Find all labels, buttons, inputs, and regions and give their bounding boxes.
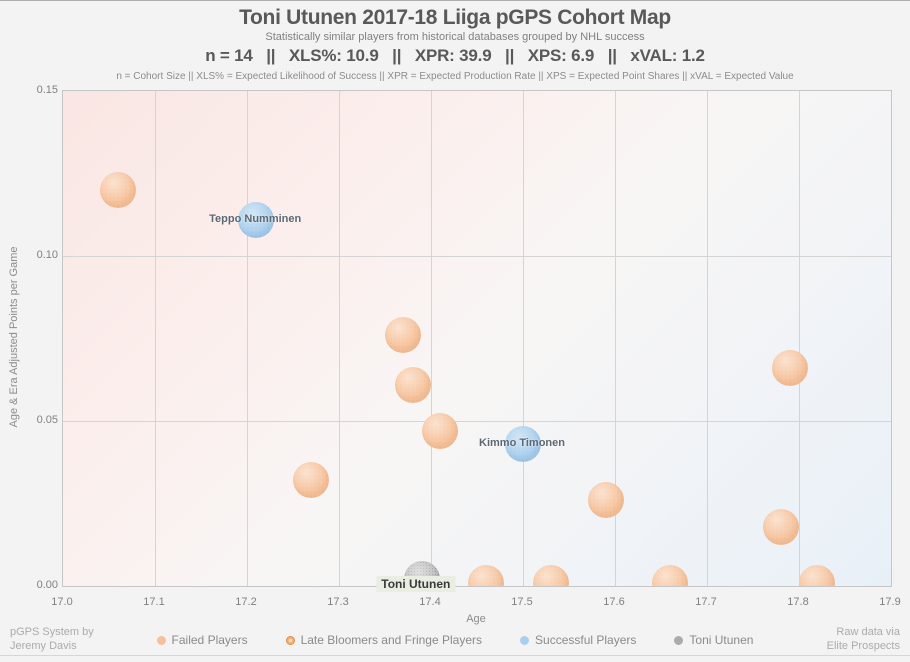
x-axis-tick-label: 17.9 bbox=[879, 596, 901, 608]
vertical-gridline bbox=[155, 91, 156, 586]
toni-utunen-swatch-icon bbox=[674, 635, 684, 645]
legend-item-late-bloomers[interactable]: Late Bloomers and Fringe Players bbox=[285, 633, 483, 647]
x-axis-tick-label: 17.4 bbox=[419, 596, 441, 608]
x-axis-title: Age bbox=[466, 613, 486, 625]
top-border-line bbox=[0, 0, 910, 1]
data-point-bubble-success[interactable] bbox=[238, 201, 275, 238]
summary-stats-line: n = 14 || XLS%: 10.9 || XPR: 39.9 || XPS… bbox=[205, 46, 705, 65]
credit-left-line2: Jeremy Davis bbox=[10, 640, 77, 652]
vertical-gridline bbox=[339, 91, 340, 586]
chart-title: Toni Utunen 2017-18 Liiga pGPS Cohort Ma… bbox=[239, 6, 671, 29]
legend-label-toni-utunen: Toni Utunen bbox=[689, 633, 754, 647]
successful-players-swatch-icon bbox=[520, 635, 530, 645]
vertical-gridline bbox=[431, 91, 432, 586]
stat-definitions-line: n = Cohort Size || XLS% = Expected Likel… bbox=[116, 71, 794, 82]
y-axis-tick-label: 0.05 bbox=[36, 414, 58, 426]
failed-players-swatch-icon bbox=[156, 635, 166, 645]
legend: Failed Players Late Bloomers and Fringe … bbox=[0, 633, 910, 647]
data-point-bubble-failed[interactable] bbox=[532, 564, 569, 586]
x-axis-tick-label: 17.5 bbox=[511, 596, 533, 608]
x-axis-tick-label: 17.8 bbox=[787, 596, 809, 608]
vertical-gridline bbox=[247, 91, 248, 586]
legend-label-successful-players: Successful Players bbox=[535, 633, 637, 647]
credit-right-line2: Elite Prospects bbox=[826, 640, 900, 652]
data-point-bubble-failed[interactable] bbox=[799, 564, 836, 586]
x-axis-tick-label: 17.0 bbox=[51, 596, 73, 608]
data-point-bubble-failed[interactable] bbox=[385, 317, 422, 354]
x-axis-tick-label: 17.2 bbox=[235, 596, 257, 608]
bottom-separator-line bbox=[0, 655, 910, 656]
vertical-gridline bbox=[799, 91, 800, 586]
data-point-bubble-failed[interactable] bbox=[762, 508, 799, 545]
horizontal-gridline bbox=[63, 256, 891, 257]
x-axis-tick-label: 17.6 bbox=[603, 596, 625, 608]
plot-area bbox=[62, 90, 892, 587]
data-point-bubble-failed[interactable] bbox=[422, 412, 459, 449]
data-point-bubble-failed[interactable] bbox=[468, 564, 505, 586]
data-point-bubble-failed[interactable] bbox=[587, 482, 624, 519]
credit-pgps-system: pGPS System by Jeremy Davis bbox=[10, 625, 94, 653]
horizontal-gridline bbox=[63, 421, 891, 422]
data-point-bubble-toni[interactable] bbox=[403, 561, 440, 586]
x-axis-tick-label: 17.1 bbox=[143, 596, 165, 608]
y-axis-title: Age & Era Adjusted Points per Game bbox=[8, 246, 20, 428]
legend-item-toni-utunen[interactable]: Toni Utunen bbox=[674, 633, 753, 647]
legend-label-late-bloomers: Late Bloomers and Fringe Players bbox=[300, 633, 483, 647]
x-axis-tick-label: 17.3 bbox=[327, 596, 349, 608]
credit-left-line1: pGPS System by bbox=[10, 626, 94, 638]
legend-item-failed-players[interactable]: Failed Players bbox=[156, 633, 248, 647]
y-axis-tick-label: 0.10 bbox=[36, 249, 58, 261]
data-point-bubble-failed[interactable] bbox=[293, 462, 330, 499]
credit-elite-prospects: Raw data via Elite Prospects bbox=[827, 625, 900, 653]
data-point-bubble-failed[interactable] bbox=[394, 366, 431, 403]
vertical-gridline bbox=[707, 91, 708, 586]
y-axis-tick-label: 0.00 bbox=[36, 579, 58, 591]
data-point-bubble-failed[interactable] bbox=[652, 564, 689, 586]
legend-item-successful-players[interactable]: Successful Players bbox=[520, 633, 636, 647]
legend-label-failed-players: Failed Players bbox=[171, 633, 248, 647]
late-bloomers-swatch-icon bbox=[285, 635, 295, 645]
vertical-gridline bbox=[615, 91, 616, 586]
y-axis-tick-label: 0.15 bbox=[36, 84, 58, 96]
chart-subtitle: Statistically similar players from histo… bbox=[265, 31, 645, 43]
data-point-bubble-success[interactable] bbox=[505, 426, 541, 463]
vertical-gridline bbox=[523, 91, 524, 586]
x-axis-tick-label: 17.7 bbox=[695, 596, 717, 608]
data-point-bubble-failed[interactable] bbox=[771, 350, 808, 387]
data-point-bubble-failed[interactable] bbox=[100, 172, 137, 208]
credit-right-line1: Raw data via bbox=[836, 626, 900, 638]
